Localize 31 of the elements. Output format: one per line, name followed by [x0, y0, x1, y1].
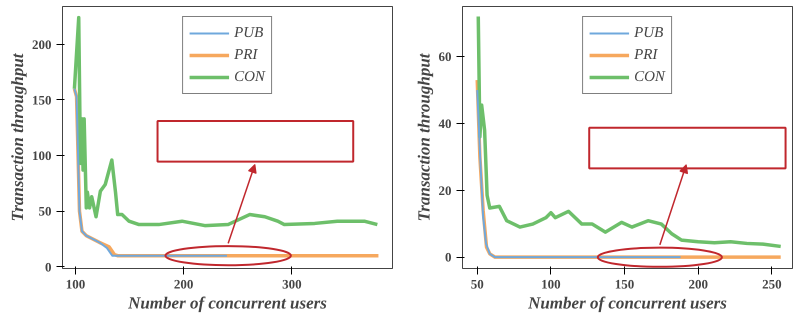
- legend-label: PRI: [634, 46, 658, 64]
- y-axis-title: Transaction throughput: [414, 52, 434, 222]
- y-tick-label: 60: [438, 49, 452, 64]
- x-tick-label: 200: [174, 276, 194, 292]
- y-tick-label: 0: [445, 250, 452, 265]
- line-series: [476, 14, 782, 248]
- y-tick-label: 200: [32, 36, 52, 52]
- legend-label: PUB: [234, 24, 264, 42]
- legend-label: CON: [634, 68, 665, 86]
- x-tick-label: 300: [282, 276, 302, 292]
- y-tick-label: 50: [38, 204, 52, 219]
- y-tick-label: 40: [438, 116, 452, 131]
- x-tick-label: 50: [470, 276, 484, 292]
- y-tick-label: 0: [45, 259, 52, 274]
- x-tick-label: 250: [762, 276, 782, 292]
- line-series: [72, 16, 380, 228]
- line-series: [73, 88, 228, 257]
- y-axis-title: Transaction throughput: [8, 52, 27, 222]
- x-axis-title: Number of concurrent users: [127, 294, 328, 312]
- legend-label: PRI: [234, 46, 258, 64]
- y-tick-label: 150: [32, 92, 52, 108]
- x-tick-label: 150: [614, 276, 634, 292]
- legend-label: CON: [234, 68, 265, 86]
- y-tick-label: 100: [32, 148, 52, 164]
- x-tick-label: 100: [66, 276, 86, 292]
- x-axis-title: Number of concurrent users: [527, 294, 728, 312]
- y-tick-label: 20: [438, 182, 452, 198]
- legend-label: PUB: [634, 24, 664, 42]
- line-series: [476, 89, 682, 258]
- x-tick-label: 200: [688, 276, 708, 292]
- x-tick-label: 100: [541, 276, 561, 292]
